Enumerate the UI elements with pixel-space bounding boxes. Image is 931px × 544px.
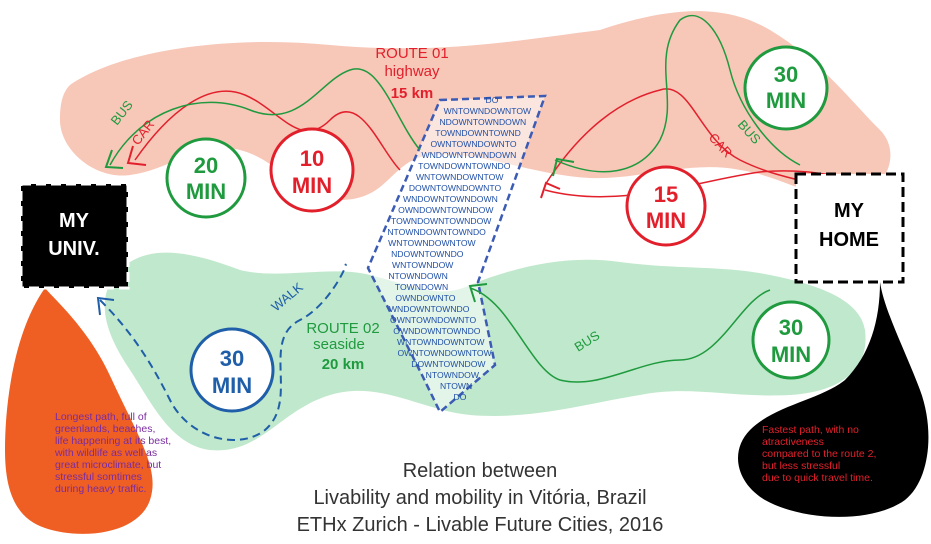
downtown-text-line: DO: [454, 392, 467, 402]
downtown-text-line: OWNTOWNDOWNTOW: [397, 348, 492, 358]
caption-line-2: Livability and mobility in Vitória, Braz…: [313, 487, 647, 509]
note-line: atractiveness: [762, 436, 824, 448]
time-value: 30: [779, 315, 803, 340]
univ-label-line2: UNIV.: [48, 238, 100, 260]
car-route-right-line: [544, 88, 821, 186]
note-line: greenlands, beaches,: [55, 423, 156, 435]
car-arrow-right: [540, 181, 561, 199]
caption: Relation between Livability and mobility…: [230, 458, 730, 539]
bus-route-bottom-line: [469, 287, 771, 383]
bus-arrow-bottom: [468, 283, 488, 303]
time-value: 15: [654, 182, 678, 207]
time-unit: MIN: [771, 342, 811, 367]
time-value: 30: [220, 346, 244, 371]
caption-line-1: Relation between: [402, 460, 558, 482]
note-line: life happening at its best,: [55, 435, 172, 447]
route01-subtitle: highway: [384, 63, 440, 80]
time-badge-walk: 30 MIN: [189, 327, 275, 413]
note-line: Fastest path, with no: [762, 424, 859, 436]
downtown-text-block: DOWNTOWNDOWNTOWNDOWNTOWNDOWNTOWNDOWNTOWN…: [387, 95, 532, 402]
home-note: Fastest path, with no atractiveness comp…: [762, 424, 876, 484]
downtown-text-line: OWNTOWNDOWNTO: [430, 139, 516, 149]
downtown-text-line: NTOWNDOWN: [388, 271, 448, 281]
downtown-text-line: TOWNDOWN: [395, 282, 448, 292]
time-badge-bus-bottom: 30 MIN: [751, 300, 831, 380]
home-box: MY HOME: [794, 172, 905, 284]
downtown-text-line: OWNTOWNDOWNTO: [390, 315, 476, 325]
bus-route-right-line: [554, 14, 801, 173]
downtown-text-line: OWNDOWNTO: [395, 293, 455, 303]
time-badge-bus-left: 20 MIN: [165, 137, 247, 219]
time-unit: MIN: [646, 208, 686, 233]
time-unit: MIN: [186, 179, 226, 204]
caption-line-3: ETHx Zurich - Livable Future Cities, 201…: [296, 514, 664, 536]
downtown-text-line: WNTOWNDOWNTOW: [388, 238, 476, 248]
downtown-text-line: TOWNDOWNTOWNDO: [418, 161, 511, 171]
downtown-text-line: DO: [486, 95, 499, 105]
bus-arrow-top-left: [104, 149, 124, 169]
downtown-text-line: NDOWNTOWNDO: [391, 249, 464, 259]
downtown-text-line: WNDOWNTOWNDOWN: [403, 194, 498, 204]
downtown-text-line: DOWNTOWNDOW: [411, 359, 486, 369]
route01-title: ROUTE 01: [375, 45, 448, 62]
downtown-text-line: WNDOWNTOWNDO: [389, 304, 470, 314]
time-unit: MIN: [292, 173, 332, 198]
downtown-text-line: NTOWNDOWNTOWNDO: [387, 227, 486, 237]
univ-note: Longest path, full of greenlands, beache…: [55, 411, 171, 495]
downtown-area: [366, 94, 547, 415]
downtown-text-line: OWNDOWNTOWNDO: [393, 326, 481, 336]
note-line: stressful somtimes: [55, 471, 142, 483]
downtown-text-line: OWNDOWNTOWNDOW: [398, 205, 494, 215]
note-line: compared to the route 2,: [762, 448, 877, 460]
note-line: but less stressful: [762, 460, 841, 472]
route02-distance: 20 km: [322, 356, 365, 373]
time-value: 10: [300, 146, 324, 171]
time-badge-bus-right: 30 MIN: [743, 45, 829, 131]
note-line: with wildlife as well as: [55, 447, 158, 459]
route02-subtitle: seaside: [313, 336, 365, 353]
note-line: due to quick travel time.: [762, 472, 873, 484]
downtown-text-line: WNTOWNDOW: [392, 260, 454, 270]
downtown-text-line: WNTOWNDOWNTOW: [416, 172, 504, 182]
route01-distance: 15 km: [391, 85, 434, 102]
home-callout-bubble: [738, 282, 929, 517]
time-value: 20: [194, 153, 218, 178]
downtown-text-line: TOWNDOWNTOWND: [435, 128, 521, 138]
note-line: during heavy traffic.: [55, 483, 147, 495]
downtown-text-line: WNDOWNTOWNDOWN: [421, 150, 516, 160]
walk-arrow: [96, 296, 115, 316]
univ-box: MY UNIV.: [19, 182, 130, 290]
univ-label-line1: MY: [59, 210, 90, 232]
note-line: great microclimate, but: [55, 459, 162, 471]
bus-arrow-top-right: [552, 157, 575, 177]
home-label-line2: HOME: [819, 229, 879, 251]
downtown-text-line: NTOWNDOW: [426, 370, 480, 380]
univ-callout-bubble: [5, 288, 153, 534]
downtown-text-line: WNTOWNDOWNTOW: [397, 337, 485, 347]
car-arrow-left: [126, 145, 147, 166]
home-label-line1: MY: [834, 200, 865, 222]
downtown-text-line: NDOWNTOWNDOWN: [439, 117, 526, 127]
time-value: 30: [774, 62, 798, 87]
note-line: Longest path, full of: [55, 411, 147, 423]
downtown-text-line: NTOWN: [440, 381, 472, 391]
time-unit: MIN: [212, 373, 252, 398]
bus-route-top-line: [109, 68, 421, 166]
walk-route-line: [99, 263, 347, 441]
time-badge-car-left: 10 MIN: [269, 127, 355, 213]
downtown-text-line: DOWNTOWNDOWNTO: [409, 183, 502, 193]
time-badge-car-right: 15 MIN: [625, 165, 707, 247]
route02-title: ROUTE 02: [306, 320, 379, 337]
time-unit: MIN: [766, 88, 806, 113]
downtown-text-line: WNTOWNDOWNTOW: [444, 106, 532, 116]
downtown-text-line: TOWNDOWNTOWNDOW: [391, 216, 492, 226]
